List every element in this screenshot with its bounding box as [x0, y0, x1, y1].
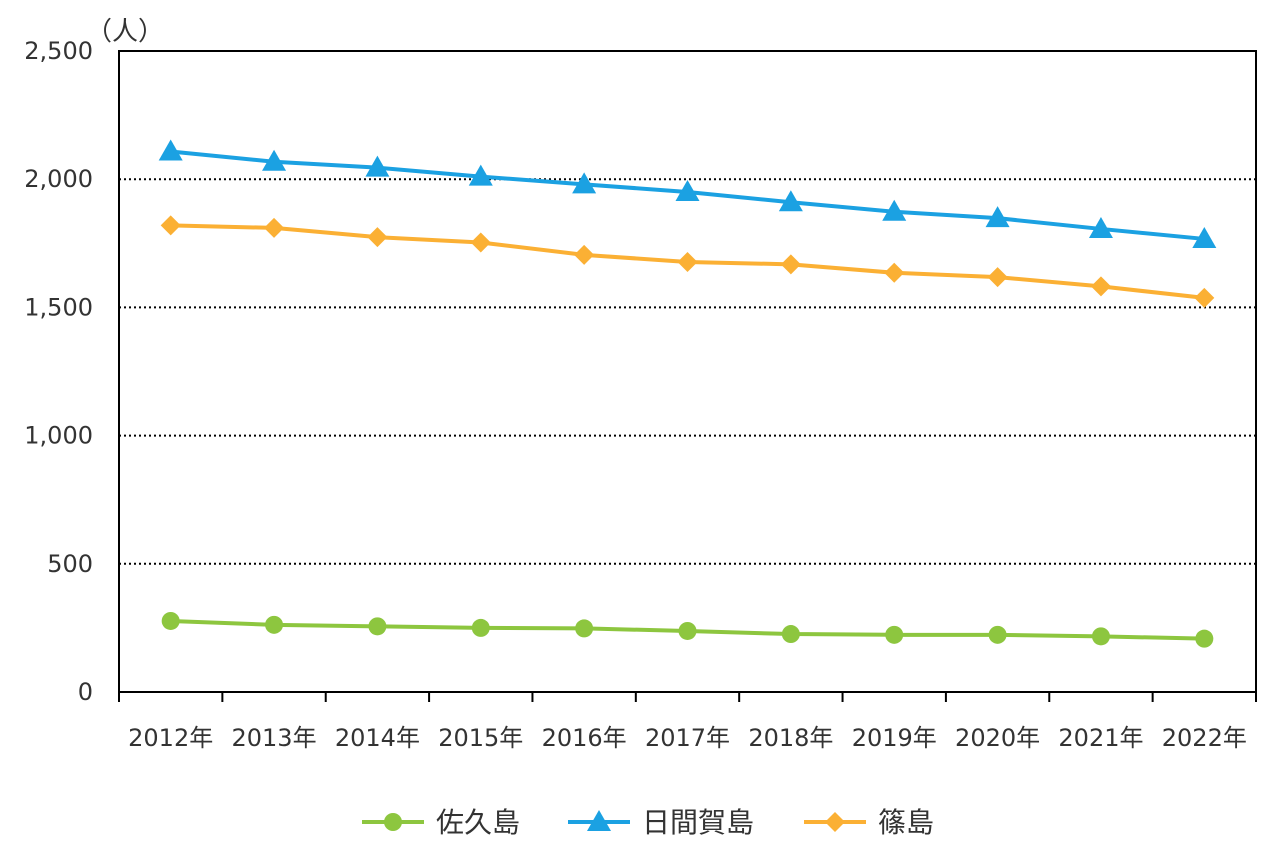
data-point	[882, 199, 907, 221]
data-point	[575, 619, 594, 638]
y-tick-label: 0	[78, 678, 93, 706]
data-point	[884, 262, 905, 283]
data-point	[1090, 276, 1111, 297]
data-point	[572, 172, 597, 194]
y-axis-tick-labels: 0 500 1,000 1,500 2,000 2,500	[24, 37, 93, 706]
data-point	[1091, 627, 1110, 646]
data-point	[262, 149, 287, 171]
data-point	[471, 618, 490, 637]
data-point	[160, 215, 181, 236]
data-point	[781, 625, 800, 644]
data-point	[470, 232, 491, 253]
data-point	[678, 621, 697, 640]
x-tick-label: 2020年	[955, 724, 1040, 752]
x-tick-label: 2021年	[1058, 724, 1143, 752]
y-tick-label: 2,000	[24, 165, 93, 193]
y-axis-unit-label: （人）	[86, 17, 164, 47]
data-point	[574, 244, 595, 265]
data-point	[264, 217, 285, 238]
x-tick-label: 2019年	[852, 724, 937, 752]
data-point	[675, 180, 700, 202]
data-point	[161, 611, 180, 630]
legend-marker	[587, 810, 611, 831]
legend-marker	[825, 812, 845, 832]
y-tick-label: 500	[47, 550, 93, 578]
legend: 佐久島 日間賀島 篠島	[362, 806, 934, 839]
data-point	[1195, 629, 1214, 648]
data-point	[468, 164, 493, 186]
x-tick-label: 2022年	[1162, 724, 1247, 752]
data-point	[988, 625, 1007, 644]
y-tick-label: 1,500	[24, 293, 93, 321]
data-point	[1194, 287, 1215, 308]
legend-marker	[384, 813, 402, 831]
data-point	[778, 190, 803, 212]
series-0	[161, 611, 1214, 648]
data-point	[265, 615, 284, 634]
x-tick-label: 2013年	[232, 724, 317, 752]
x-tick-label: 2018年	[748, 724, 833, 752]
y-tick-label: 1,000	[24, 422, 93, 450]
data-point	[987, 267, 1008, 288]
legend-label: 日間賀島	[642, 806, 754, 839]
data-point	[365, 155, 390, 177]
x-tick-label: 2017年	[645, 724, 730, 752]
data-point	[677, 252, 698, 273]
x-tick-label: 2016年	[542, 724, 627, 752]
legend-item-2: 篠島	[804, 806, 934, 839]
legend-item-1: 日間賀島	[568, 806, 754, 839]
data-point	[780, 254, 801, 275]
data-point	[368, 617, 387, 636]
series-1	[158, 139, 1217, 248]
data-point	[367, 227, 388, 248]
data-point	[158, 139, 183, 161]
series-group	[158, 139, 1217, 648]
grid-lines	[119, 178, 1256, 565]
data-point	[985, 206, 1010, 228]
y-tick-label: 2,500	[24, 37, 93, 65]
axes	[118, 50, 1257, 702]
x-tick-label: 2012年	[128, 724, 213, 752]
data-point	[885, 625, 904, 644]
x-tick-label: 2015年	[438, 724, 523, 752]
data-point	[1192, 226, 1217, 248]
legend-label: 佐久島	[436, 806, 520, 839]
legend-label: 篠島	[878, 806, 934, 839]
x-axis-tick-labels: 2012年 2013年 2014年 2015年 2016年 2017年 2018年 2019年…	[128, 724, 1247, 752]
legend-item-0: 佐久島	[362, 806, 520, 839]
x-tick-label: 2014年	[335, 724, 420, 752]
plot-frame	[118, 50, 1257, 693]
data-point	[1088, 216, 1113, 238]
series-2	[160, 215, 1215, 308]
